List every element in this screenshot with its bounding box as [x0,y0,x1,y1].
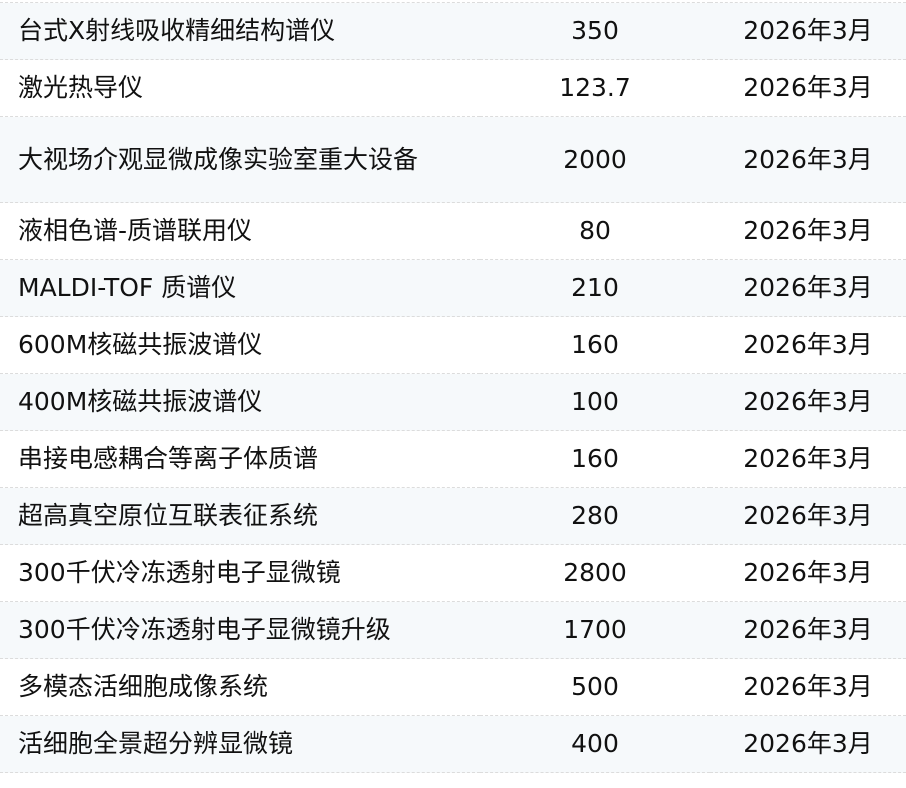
table-row: 串接电感耦合等离子体质谱 160 2026年3月 [0,430,906,488]
equipment-name: 300千伏冷冻透射电子显微镜 [18,558,341,587]
date-cell: 2026年3月 [743,501,873,530]
amount-cell: 400 [571,729,619,758]
equipment-name: 大视场介观显微成像实验室重大设备 [18,144,419,174]
equipment-name: 600M核磁共振波谱仪 [18,330,263,359]
date-cell: 2026年3月 [743,216,873,245]
date-cell: 2026年3月 [743,16,873,45]
table-body: 台式X射线吸收精细结构谱仪 350 2026年3月 激光热导仪 123.7 2026年3月… [0,2,906,773]
amount-cell: 123.7 [559,73,631,102]
equipment-name: 活细胞全景超分辨显微镜 [18,729,294,758]
table-row: 液相色谱-质谱联用仪 80 2026年3月 [0,202,906,260]
table-row: 大视场介观显微成像实验室重大设备 2000 2026年3月 [0,116,906,203]
table-row: MALDI-TOF 质谱仪 210 2026年3月 [0,259,906,317]
date-cell: 2026年3月 [743,672,873,701]
equipment-table: 台式X射线吸收精细结构谱仪 350 2026年3月 激光热导仪 123.7 2026年3月… [0,2,906,773]
equipment-name: 激光热导仪 [18,73,144,102]
date-cell: 2026年3月 [743,444,873,473]
equipment-name: 超高真空原位互联表征系统 [18,501,319,530]
amount-cell: 160 [571,330,619,359]
equipment-name: 400M核磁共振波谱仪 [18,387,263,416]
amount-cell: 100 [571,387,619,416]
date-cell: 2026年3月 [743,273,873,302]
amount-cell: 2000 [563,144,627,174]
equipment-name: 多模态活细胞成像系统 [18,672,269,701]
amount-cell: 2800 [563,558,627,587]
amount-cell: 160 [571,444,619,473]
amount-cell: 350 [571,16,619,45]
table-row: 400M核磁共振波谱仪 100 2026年3月 [0,373,906,431]
date-cell: 2026年3月 [743,615,873,644]
amount-cell: 80 [579,216,611,245]
date-cell: 2026年3月 [743,144,873,174]
amount-cell: 1700 [563,615,627,644]
table-row: 600M核磁共振波谱仪 160 2026年3月 [0,316,906,374]
table-row: 300千伏冷冻透射电子显微镜 2800 2026年3月 [0,544,906,602]
table-row: 活细胞全景超分辨显微镜 400 2026年3月 [0,715,906,773]
table-row: 300千伏冷冻透射电子显微镜升级 1700 2026年3月 [0,601,906,659]
table-row: 台式X射线吸收精细结构谱仪 350 2026年3月 [0,2,906,60]
date-cell: 2026年3月 [743,558,873,587]
date-cell: 2026年3月 [743,387,873,416]
amount-cell: 210 [571,273,619,302]
table-row: 激光热导仪 123.7 2026年3月 [0,59,906,117]
date-cell: 2026年3月 [743,330,873,359]
equipment-name: 液相色谱-质谱联用仪 [18,216,253,245]
table-row: 多模态活细胞成像系统 500 2026年3月 [0,658,906,716]
amount-cell: 280 [571,501,619,530]
equipment-name: MALDI-TOF 质谱仪 [18,273,237,302]
equipment-name: 300千伏冷冻透射电子显微镜升级 [18,615,391,644]
date-cell: 2026年3月 [743,73,873,102]
equipment-name: 串接电感耦合等离子体质谱 [18,444,319,473]
amount-cell: 500 [571,672,619,701]
date-cell: 2026年3月 [743,729,873,758]
table-row: 超高真空原位互联表征系统 280 2026年3月 [0,487,906,545]
equipment-name: 台式X射线吸收精细结构谱仪 [18,16,336,45]
